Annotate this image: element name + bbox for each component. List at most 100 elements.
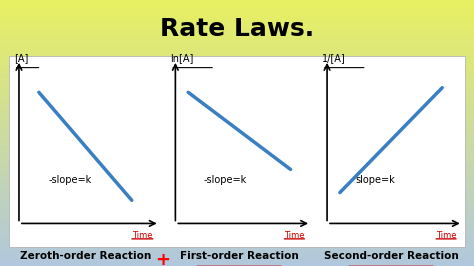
Bar <box>0 213 474 215</box>
Bar <box>0 85 474 88</box>
Bar <box>0 170 474 173</box>
Bar <box>0 29 474 32</box>
Bar <box>0 261 474 263</box>
Bar <box>0 5 474 8</box>
Bar <box>0 125 474 128</box>
Bar <box>0 16 474 19</box>
Text: -slope=k: -slope=k <box>203 175 247 185</box>
Bar <box>0 245 474 247</box>
Bar <box>0 64 474 66</box>
Bar <box>0 146 474 149</box>
Bar <box>0 168 474 170</box>
Bar <box>0 77 474 80</box>
Bar <box>0 255 474 258</box>
Bar <box>0 210 474 213</box>
Bar <box>0 120 474 122</box>
Bar <box>0 40 474 43</box>
Bar <box>0 51 474 53</box>
Text: slope=k: slope=k <box>355 175 395 185</box>
Bar <box>0 98 474 101</box>
Bar <box>0 239 474 242</box>
Bar <box>0 258 474 261</box>
Text: Time: Time <box>284 231 305 240</box>
Text: 1/[A]: 1/[A] <box>322 53 346 63</box>
Text: Second-order Reaction: Second-order Reaction <box>324 251 458 261</box>
Bar <box>0 144 474 146</box>
Bar <box>0 218 474 221</box>
Bar <box>0 247 474 250</box>
Bar <box>0 48 474 51</box>
Bar <box>0 253 474 255</box>
Bar <box>0 74 474 77</box>
Bar <box>0 197 474 200</box>
Bar <box>0 43 474 45</box>
Bar <box>0 189 474 192</box>
Text: First-order Reaction: First-order Reaction <box>180 251 299 261</box>
Bar <box>0 136 474 138</box>
Bar <box>0 181 474 184</box>
Bar <box>0 133 474 136</box>
Bar <box>0 128 474 130</box>
Bar <box>0 162 474 165</box>
Bar <box>0 69 474 72</box>
Bar <box>0 122 474 125</box>
Bar <box>0 3 474 5</box>
Bar <box>0 202 474 205</box>
Bar <box>0 45 474 48</box>
Bar <box>0 82 474 85</box>
Text: -slope=k: -slope=k <box>48 175 91 185</box>
Bar <box>0 109 474 112</box>
Bar <box>0 207 474 210</box>
Bar <box>0 19 474 21</box>
Bar <box>0 194 474 197</box>
Bar <box>0 117 474 120</box>
Text: Time: Time <box>436 231 456 240</box>
Bar <box>0 154 474 157</box>
Text: Time: Time <box>132 231 153 240</box>
Bar <box>0 56 474 59</box>
Bar <box>0 106 474 109</box>
Bar <box>0 157 474 160</box>
Bar <box>0 90 474 93</box>
Bar <box>0 59 474 61</box>
Bar <box>0 141 474 144</box>
Bar <box>0 186 474 189</box>
Bar <box>0 27 474 29</box>
Bar <box>0 221 474 223</box>
Bar <box>0 173 474 176</box>
Bar <box>0 231 474 234</box>
Bar <box>0 72 474 74</box>
Bar <box>0 24 474 27</box>
Bar <box>0 215 474 218</box>
Bar <box>0 152 474 154</box>
Bar <box>0 242 474 245</box>
FancyBboxPatch shape <box>9 56 465 247</box>
Bar <box>0 205 474 207</box>
Bar <box>0 66 474 69</box>
Bar <box>0 32 474 35</box>
Bar <box>0 263 474 266</box>
Bar <box>0 200 474 202</box>
Bar <box>0 61 474 64</box>
Bar <box>0 176 474 178</box>
Text: ln[A]: ln[A] <box>170 53 194 63</box>
Bar <box>0 223 474 226</box>
Bar <box>0 11 474 13</box>
Bar <box>0 101 474 104</box>
Bar <box>0 104 474 106</box>
Bar <box>0 35 474 37</box>
Text: [A]: [A] <box>14 53 28 63</box>
Bar <box>0 88 474 90</box>
Bar <box>0 165 474 168</box>
Bar <box>0 250 474 253</box>
Bar <box>0 226 474 229</box>
Bar <box>0 93 474 96</box>
Text: +: + <box>155 251 170 266</box>
Bar <box>0 149 474 152</box>
Bar <box>0 192 474 194</box>
Bar <box>0 80 474 82</box>
Bar <box>0 160 474 162</box>
Bar <box>0 112 474 114</box>
Bar <box>0 0 474 3</box>
Bar <box>0 114 474 117</box>
